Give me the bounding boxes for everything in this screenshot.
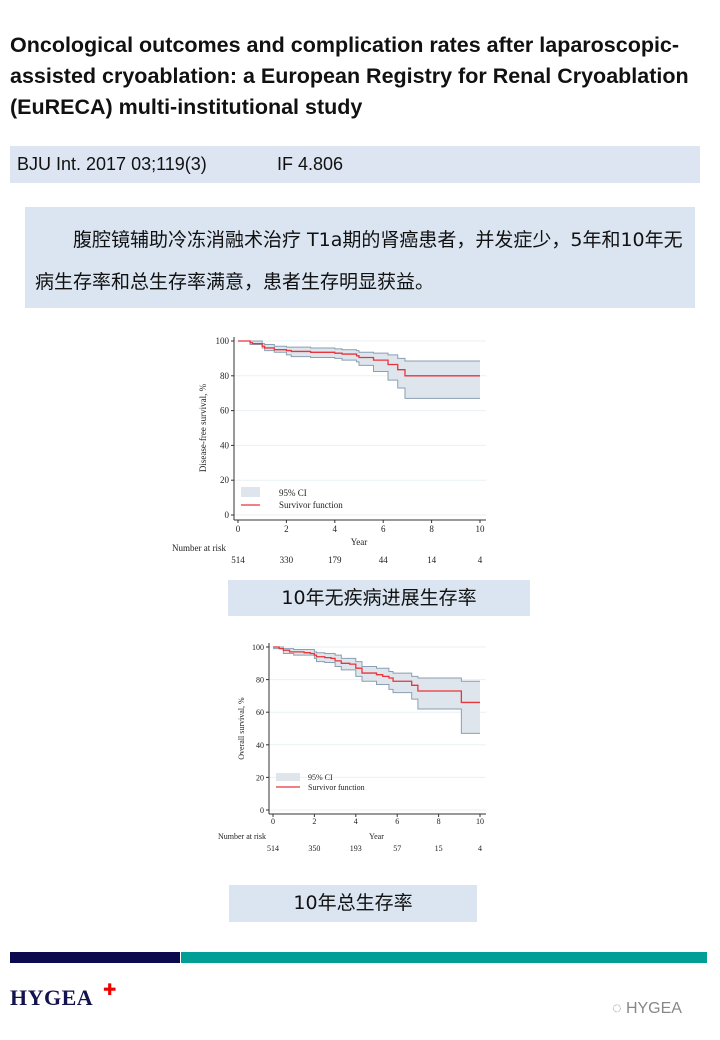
survivor-function-line	[273, 646, 480, 704]
risk-table-label: Number at risk	[218, 832, 266, 841]
number-at-risk: 514	[231, 555, 245, 565]
x-tick-label: 4	[333, 524, 338, 534]
number-at-risk: 44	[379, 555, 389, 565]
citation-band: BJU Int. 2017 03;119(3) IF 4.806	[10, 146, 700, 183]
x-tick-label: 10	[476, 524, 486, 534]
x-tick-label: 6	[381, 524, 386, 534]
legend-ci-swatch	[241, 487, 260, 497]
y-tick-label: 0	[225, 510, 230, 520]
x-tick-label: 6	[395, 817, 399, 826]
survivor-function-line	[238, 340, 480, 377]
page-title: Oncological outcomes and complication ra…	[10, 33, 689, 119]
number-at-risk: 514	[267, 844, 279, 853]
y-tick-label: 0	[260, 806, 264, 815]
watermark: ◌ HYGEA	[612, 1000, 682, 1018]
ci-upper-line	[238, 340, 480, 362]
impact-factor: IF 4.806	[277, 154, 344, 174]
number-at-risk: 57	[393, 844, 401, 853]
number-at-risk: 193	[350, 844, 362, 853]
x-tick-label: 0	[236, 524, 241, 534]
x-axis-label: Year	[351, 537, 368, 547]
journal-citation: BJU Int. 2017 03;119(3)	[17, 154, 207, 174]
legend-ci-label: 95% CI	[279, 488, 307, 498]
y-axis-label: Overall survival, %	[237, 697, 246, 760]
summary-box: 腹腔镜辅助冷冻消融术治疗 T1a期的肾癌患者，并发症少，5年和10年无病生存率和…	[25, 207, 695, 308]
caption-disease-free: 10年无疾病进展生存率	[228, 580, 530, 616]
legend-survivor-label: Survivor function	[308, 783, 365, 792]
risk-table-label: Number at risk	[172, 543, 226, 553]
number-at-risk: 350	[308, 844, 320, 853]
x-axis-label: Year	[369, 832, 384, 841]
y-tick-label: 20	[220, 475, 230, 485]
number-at-risk: 14	[427, 555, 437, 565]
y-axis-label: Disease-free survival, %	[198, 383, 208, 472]
y-tick-label: 60	[256, 708, 264, 717]
y-tick-label: 80	[256, 676, 264, 685]
x-tick-label: 0	[271, 817, 275, 826]
ci-band	[238, 341, 480, 399]
y-tick-label: 40	[256, 741, 264, 750]
number-at-risk: 179	[328, 555, 342, 565]
y-tick-label: 100	[216, 336, 230, 346]
ci-upper-line	[273, 646, 480, 682]
number-at-risk: 15	[435, 844, 443, 853]
number-at-risk: 330	[280, 555, 294, 565]
legend-ci-swatch	[276, 773, 300, 781]
y-tick-label: 40	[220, 440, 230, 450]
x-tick-label: 8	[437, 817, 441, 826]
legend-ci-label: 95% CI	[308, 773, 333, 782]
footer-bar-teal	[181, 952, 707, 963]
footer-bar-navy	[10, 952, 180, 963]
overall-survival-chart: 0 20 40 60 80 100 0 2 4 6 8 10 Year Overall survival,…	[218, 643, 486, 853]
x-tick-label: 8	[429, 524, 434, 534]
y-tick-label: 60	[220, 406, 230, 416]
wechat-icon: ◌	[612, 1000, 626, 1017]
y-tick-label: 100	[252, 643, 264, 652]
number-at-risk: 4	[478, 844, 482, 853]
y-tick-label: 80	[220, 371, 230, 381]
caption-overall: 10年总生存率	[229, 885, 477, 922]
x-tick-label: 2	[284, 524, 289, 534]
disease-free-survival-chart: 0 20 40 60 80 100 0 2 4 6 8 10 Year Disease-free surv…	[172, 336, 486, 565]
watermark-text: HYGEA	[625, 1000, 682, 1017]
ci-lower-line	[273, 648, 480, 734]
red-cross-icon: ✚	[103, 980, 117, 999]
x-tick-label: 4	[354, 817, 358, 826]
y-tick-label: 20	[256, 773, 264, 782]
x-tick-label: 2	[312, 817, 316, 826]
number-at-risk: 4	[478, 555, 483, 565]
hygea-logo: HYGEA	[10, 985, 94, 1010]
x-tick-label: 10	[476, 817, 484, 826]
ci-band	[273, 647, 480, 734]
legend-survivor-label: Survivor function	[279, 500, 343, 510]
